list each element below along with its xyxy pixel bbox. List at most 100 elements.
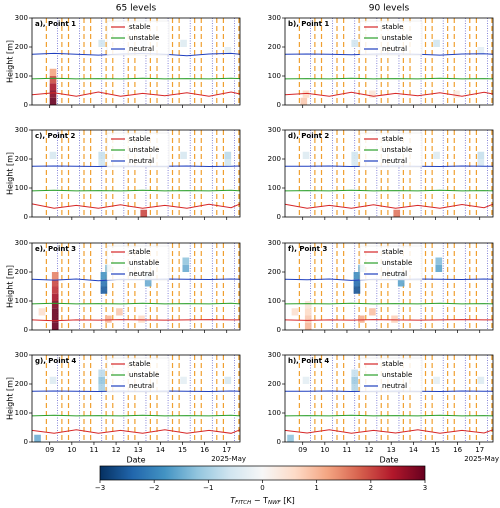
y-axis-label: Height [m] xyxy=(6,377,15,420)
heat-cell xyxy=(140,209,148,217)
legend-label: unstable xyxy=(129,259,159,267)
heat-cell xyxy=(180,39,187,47)
series-line xyxy=(31,319,240,322)
heat-cell xyxy=(38,308,46,316)
heat-cell xyxy=(351,376,359,384)
heat-cell xyxy=(302,151,310,159)
panel: a), Point 1 0 100 200 300 Height [m] stable uns… xyxy=(6,14,241,109)
heat-cell xyxy=(100,272,108,280)
legend-label: neutral xyxy=(129,45,154,53)
heat-cell xyxy=(304,322,312,330)
heat-cell xyxy=(287,434,294,442)
x-tick-label: 09 xyxy=(298,446,307,454)
heat-cell xyxy=(49,151,57,159)
heat-cell xyxy=(51,286,59,294)
legend-label: neutral xyxy=(382,270,407,278)
x-tick-label: 10 xyxy=(67,446,76,454)
y-tick-label: 100 xyxy=(268,409,281,417)
heat-cell xyxy=(180,376,187,384)
column-title: 65 levels xyxy=(116,4,157,14)
legend-label: unstable xyxy=(129,146,159,154)
heat-cell xyxy=(98,151,106,159)
panel-label: g), Point 4 xyxy=(35,357,76,365)
heat-cell xyxy=(433,376,440,384)
colorbar-label-part: FITCH xyxy=(235,500,251,506)
y-tick-label: 100 xyxy=(15,409,28,417)
heat-cell xyxy=(51,301,59,309)
x-offset-label: 2025-May xyxy=(211,455,246,463)
panel: e), Point 3 0 100 200 300 Height [m] stable uns… xyxy=(6,239,241,334)
heat-cell xyxy=(51,293,59,301)
heat-cell xyxy=(100,279,108,287)
y-tick-label: 0 xyxy=(24,213,28,221)
y-tick-label: 300 xyxy=(268,239,281,247)
series-line xyxy=(31,203,241,209)
x-tick-label: 17 xyxy=(222,446,231,454)
heat-cell xyxy=(49,376,57,384)
heat-cell xyxy=(351,151,359,159)
column-title: 90 levels xyxy=(369,4,410,14)
legend-label: neutral xyxy=(382,157,407,165)
plot-frame xyxy=(31,354,241,443)
series-line xyxy=(284,319,493,321)
y-tick-label: 200 xyxy=(268,43,281,51)
heat-cell xyxy=(435,257,443,265)
heat-cell xyxy=(49,83,57,91)
heat-cell xyxy=(49,90,57,98)
heat-cell xyxy=(369,90,376,98)
plot-frame xyxy=(284,129,494,218)
colorbar-label-part: T xyxy=(230,496,236,505)
heat-cell xyxy=(116,308,123,316)
y-tick-label: 100 xyxy=(268,184,281,192)
heat-cell xyxy=(302,376,310,384)
heat-cell xyxy=(433,151,440,159)
series-line xyxy=(31,429,241,434)
heat-cell xyxy=(353,286,361,294)
y-tick-label: 200 xyxy=(268,268,281,276)
plot-frame xyxy=(31,242,241,331)
plot-frame xyxy=(284,17,494,106)
heat-cell xyxy=(49,68,57,76)
x-tick-label: 13 xyxy=(387,446,396,454)
legend-label: stable xyxy=(382,23,403,31)
y-tick-label: 0 xyxy=(277,326,281,334)
heat-cell xyxy=(302,90,310,98)
heat-cell xyxy=(224,376,232,384)
x-tick-label: 12 xyxy=(112,446,121,454)
heat-cell xyxy=(304,301,312,309)
x-tick-label: 09 xyxy=(45,446,54,454)
x-tick-label: 14 xyxy=(409,446,418,454)
heat-cell xyxy=(351,39,359,47)
heat-cell xyxy=(98,384,106,392)
legend-label: unstable xyxy=(382,371,412,379)
heat-cell xyxy=(224,151,232,159)
y-tick-label: 200 xyxy=(268,155,281,163)
colorbar-tick-label: −1 xyxy=(203,484,213,492)
x-axis-label: Date xyxy=(126,456,145,465)
plot-frame xyxy=(31,17,241,106)
heat-cell xyxy=(304,315,312,323)
x-tick-label: 13 xyxy=(134,446,143,454)
x-tick-label: 16 xyxy=(200,446,209,454)
x-axis-label: Date xyxy=(379,456,398,465)
legend-label: unstable xyxy=(129,371,159,379)
heat-cell xyxy=(351,159,359,167)
legend-label: neutral xyxy=(382,45,407,53)
heat-cell xyxy=(144,279,152,287)
heat-cell xyxy=(105,315,112,323)
panel-label: d), Point 2 xyxy=(288,132,329,140)
heat-cell xyxy=(98,159,106,167)
colorbar-label-part: − T xyxy=(251,496,268,505)
panel-label: h), Point 4 xyxy=(288,357,329,365)
legend-label: neutral xyxy=(129,157,154,165)
legend-label: unstable xyxy=(129,34,159,42)
y-tick-label: 0 xyxy=(277,438,281,446)
heat-cell xyxy=(397,279,405,287)
heat-cell xyxy=(180,151,187,159)
panel: f), Point 3 0 100 200 300 stable unstable neutr… xyxy=(268,239,494,334)
heat-cell xyxy=(51,308,59,316)
y-tick-label: 200 xyxy=(15,43,28,51)
series-line xyxy=(284,203,494,209)
legend-label: stable xyxy=(382,135,403,143)
y-tick-label: 200 xyxy=(15,268,28,276)
